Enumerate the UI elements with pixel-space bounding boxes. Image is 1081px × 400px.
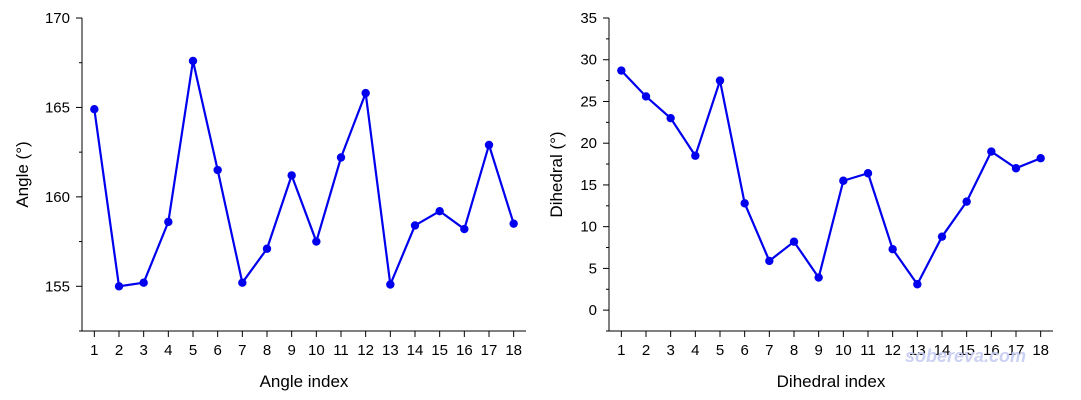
dihedral-data-point: [641, 92, 651, 101]
angle-data-point: [312, 237, 321, 246]
angle-data-point: [213, 165, 222, 175]
dihedral-x-tick-label: 4: [691, 342, 699, 359]
angle-data-point: [139, 278, 148, 287]
dihedral-y-tick-label: 15: [580, 177, 597, 194]
angle-x-tick-label: 18: [505, 342, 522, 359]
angle-x-tick-label: 2: [115, 342, 123, 359]
angle-data-point: [386, 280, 395, 289]
dihedral-x-tick-label: 6: [740, 342, 748, 359]
dihedral-x-tick-label: 3: [666, 342, 674, 359]
dihedral-x-tick-label: 2: [642, 342, 650, 359]
dihedral-x-tick-label: 13: [909, 342, 926, 359]
dihedral-data-point: [765, 256, 774, 266]
angle-data-point: [484, 140, 494, 150]
angle-x-tick-label: 7: [238, 342, 246, 359]
angle-data-point: [336, 153, 346, 162]
angle-data-point: [287, 171, 296, 180]
angle-x-tick-label: 4: [164, 342, 172, 359]
dihedral-data-point: [715, 76, 725, 85]
dihedral-data-point: [1036, 154, 1045, 163]
dihedral-x-tick-label: 16: [983, 342, 1000, 359]
angle-x-tick-label: 8: [263, 342, 271, 359]
angle-x-tick-label: 11: [333, 342, 349, 359]
dihedral-x-tick-label: 15: [958, 342, 975, 359]
dihedral-data-point: [888, 245, 897, 254]
angle-data-point: [509, 219, 518, 228]
angle-data-point: [114, 282, 124, 291]
dihedral-x-tick-label: 14: [934, 342, 951, 359]
angle-data-point: [361, 88, 370, 98]
dihedral-data-point: [863, 169, 873, 178]
dihedral-x-tick-label: 10: [835, 342, 852, 359]
angle-x-tick-label: 9: [287, 342, 295, 359]
dihedral-data-point: [814, 273, 823, 282]
dihedral-x-tick-label: 18: [1032, 342, 1049, 359]
dihedral-x-tick-label: 1: [617, 342, 625, 359]
dihedral-data-point: [789, 237, 799, 246]
angle-x-tick-label: 10: [308, 342, 325, 359]
angle-data-point: [410, 221, 420, 230]
dihedral-data-point: [913, 280, 922, 289]
dihedral-data-point: [666, 113, 675, 123]
dihedral-data-point: [740, 199, 749, 208]
angle-y-tick-label: 160: [45, 189, 70, 206]
angle-data-point: [435, 206, 444, 216]
angle-x-tick-label: 16: [456, 342, 473, 359]
dihedral-x-tick-label: 11: [860, 342, 876, 359]
angle-series-line: [93, 59, 515, 288]
dihedral-data-point: [937, 232, 947, 241]
dihedral-data-point: [617, 66, 626, 75]
angle-data-point: [90, 105, 99, 114]
dihedral-y-tick-label: 35: [580, 10, 597, 27]
dihedral-x-tick-label: 17: [1008, 342, 1025, 359]
angle-x-axis-title: Angle index: [260, 372, 349, 391]
dihedral-data-point: [987, 147, 996, 156]
angle-data-point: [262, 244, 272, 253]
angle-x-tick-label: 6: [213, 342, 221, 359]
dihedral-x-tick-label: 7: [765, 342, 773, 359]
angle-x-tick-label: 12: [357, 342, 374, 359]
angle-x-tick-label: 13: [382, 342, 399, 359]
dihedral-data-point: [839, 176, 848, 185]
angle-data-point: [188, 56, 198, 66]
dihedral-y-axis-title: Dihedral (°): [547, 131, 566, 217]
angle-data-point: [164, 217, 173, 227]
dihedral-y-tick-label: 25: [580, 93, 597, 110]
dihedral-x-tick-label: 9: [814, 342, 822, 359]
angle-y-axis-title: Angle (°): [13, 141, 32, 207]
dihedral-x-tick-label: 5: [716, 342, 724, 359]
dihedral-series-line: [620, 69, 1042, 286]
dihedral-y-tick-label: 30: [580, 52, 597, 69]
angle-y-tick-label: 170: [45, 10, 70, 27]
dihedral-x-tick-label: 12: [884, 342, 901, 359]
angle-data-point: [238, 278, 247, 287]
dihedral-y-tick-label: 20: [580, 135, 597, 152]
angle-x-tick-label: 5: [189, 342, 197, 359]
dihedral-data-point: [1011, 164, 1021, 173]
dihedral-x-axis-title: Dihedral index: [777, 372, 886, 391]
dihedral-y-tick-label: 10: [580, 219, 597, 236]
dihedral-y-tick-label: 0: [589, 302, 597, 319]
angle-y-tick-label: 165: [45, 99, 70, 116]
angle-x-tick-label: 14: [407, 342, 424, 359]
dihedral-x-tick-label: 8: [790, 342, 798, 359]
angle-y-tick-label: 155: [45, 278, 70, 295]
watermark-text: sobereva.com: [905, 346, 1026, 366]
angle-x-tick-label: 15: [431, 342, 448, 359]
angle-data-point: [460, 224, 469, 234]
dihedral-data-point: [962, 197, 971, 206]
dihedral-data-point: [691, 151, 700, 160]
angle-x-tick-label: 1: [90, 342, 98, 359]
dihedral-y-tick-label: 5: [589, 260, 597, 277]
angle-x-tick-label: 17: [481, 342, 498, 359]
angle-x-tick-label: 3: [139, 342, 147, 359]
